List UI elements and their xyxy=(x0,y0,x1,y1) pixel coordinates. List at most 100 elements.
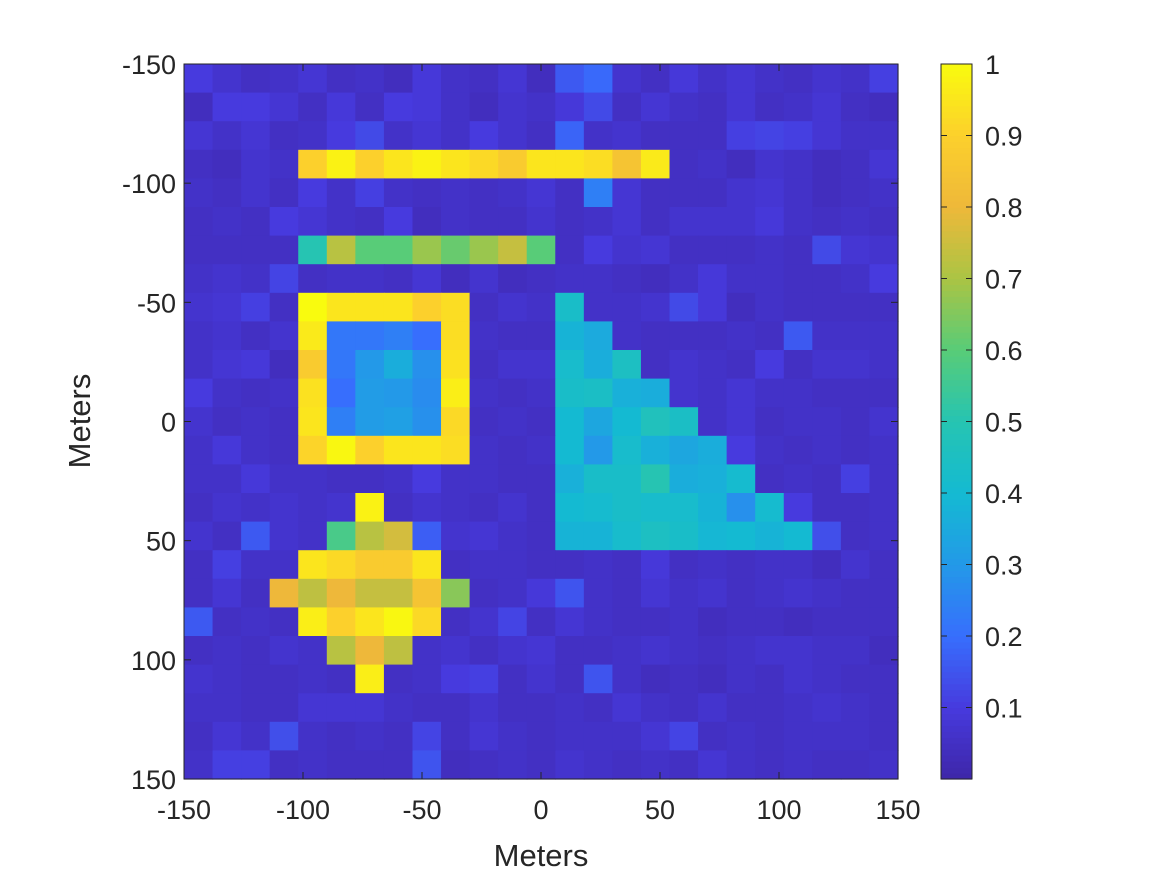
heatmap-cell xyxy=(583,92,613,122)
heatmap-cell xyxy=(840,235,871,265)
heatmap-cell xyxy=(783,292,813,322)
heatmap-cell xyxy=(812,693,842,723)
colorbar-segment xyxy=(941,594,972,601)
colorbar-segment xyxy=(941,242,972,250)
heatmap-cell xyxy=(812,321,842,351)
heatmap-cell xyxy=(469,235,499,265)
heatmap-cell xyxy=(669,321,699,351)
heatmap-cell xyxy=(726,464,756,494)
heatmap-cell xyxy=(212,64,242,94)
colorbar-tick-label: 0.9 xyxy=(985,122,1023,152)
heatmap-cell xyxy=(612,292,642,322)
heatmap-cell xyxy=(669,464,699,494)
x-tick-label: 0 xyxy=(533,795,548,825)
heatmap-cell xyxy=(184,378,214,408)
heatmap-cell xyxy=(755,693,785,723)
heatmap-cell xyxy=(469,435,499,465)
heatmap-cell xyxy=(698,607,728,637)
heatmap-cell xyxy=(241,92,271,122)
heatmap-cell xyxy=(755,264,785,294)
heatmap-cell xyxy=(498,407,528,437)
heatmap-cell xyxy=(783,721,813,751)
heatmap-cell xyxy=(498,636,528,666)
heatmap-cell xyxy=(412,464,442,494)
heatmap-cell xyxy=(298,550,328,580)
heatmap-cell xyxy=(783,235,813,265)
heatmap-cell xyxy=(383,607,414,637)
colorbar-segment xyxy=(941,588,972,595)
heatmap-cell xyxy=(526,493,556,523)
heatmap-cell xyxy=(612,750,642,780)
heatmap-cell xyxy=(698,64,728,94)
heatmap-cell xyxy=(840,493,871,523)
heatmap-cell xyxy=(212,521,242,551)
colorbar-segment xyxy=(941,75,972,83)
heatmap-cell xyxy=(498,435,528,465)
heatmap-cell xyxy=(298,292,328,322)
heatmap-cell xyxy=(555,121,585,151)
colorbar-segment xyxy=(941,165,972,172)
heatmap-cell xyxy=(669,149,699,179)
heatmap-cell xyxy=(412,664,442,694)
heatmap-cell xyxy=(840,664,871,694)
heatmap-cell xyxy=(212,149,242,179)
heatmap-cell xyxy=(698,750,728,780)
heatmap-cell xyxy=(812,378,842,408)
heatmap-cell xyxy=(669,207,699,237)
heatmap-cell xyxy=(383,435,414,465)
heatmap-cell xyxy=(526,435,556,465)
heatmap-cell xyxy=(326,464,356,494)
heatmap-cell xyxy=(640,92,671,122)
heatmap-cell xyxy=(241,264,271,294)
heatmap-cell xyxy=(469,292,499,322)
heatmap-cell xyxy=(355,149,385,179)
colorbar-segment xyxy=(941,135,972,143)
heatmap-cell xyxy=(755,435,785,465)
heatmap-cell xyxy=(783,407,813,437)
heatmap-cell xyxy=(326,636,356,666)
heatmap-cell xyxy=(184,693,214,723)
heatmap-cell xyxy=(355,121,385,151)
heatmap-cell xyxy=(669,607,699,637)
heatmap-cell xyxy=(298,521,328,551)
heatmap-cell xyxy=(698,693,728,723)
heatmap-cell xyxy=(383,521,414,551)
x-tick-label: -100 xyxy=(276,795,330,825)
colorbar-segment xyxy=(941,558,972,566)
heatmap-cell xyxy=(840,292,871,322)
heatmap-cell xyxy=(241,235,271,265)
heatmap-cell xyxy=(326,292,356,322)
heatmap-cell xyxy=(498,378,528,408)
heatmap-cell xyxy=(812,636,842,666)
heatmap-cell xyxy=(383,64,414,94)
heatmap-cell xyxy=(326,321,356,351)
heatmap-cell xyxy=(184,578,214,608)
heatmap-cell xyxy=(640,235,671,265)
y-tick-label: -100 xyxy=(122,169,176,199)
heatmap-cell xyxy=(212,693,242,723)
heatmap-cell xyxy=(326,121,356,151)
heatmap-cell xyxy=(555,321,585,351)
x-axis-ticks: -150 -100 -50 0 50 100 150 xyxy=(157,64,921,825)
heatmap-cell xyxy=(612,721,642,751)
heatmap-cell xyxy=(698,721,728,751)
heatmap-cell xyxy=(555,636,585,666)
heatmap-cell xyxy=(498,64,528,94)
heatmap-cell xyxy=(298,235,328,265)
heatmap-cell xyxy=(669,407,699,437)
heatmap-cell xyxy=(583,264,613,294)
heatmap-cell xyxy=(583,607,613,637)
heatmap-cell xyxy=(441,407,471,437)
heatmap-cell xyxy=(412,607,442,637)
heatmap-cell xyxy=(269,378,299,408)
heatmap-cell xyxy=(755,121,785,151)
heatmap-cell xyxy=(526,607,556,637)
colorbar-segment xyxy=(941,653,972,661)
heatmap-cell xyxy=(184,750,214,780)
heatmap-cell xyxy=(726,378,756,408)
heatmap-cell xyxy=(783,636,813,666)
heatmap-cell xyxy=(869,550,899,580)
colorbar-segment xyxy=(941,701,972,709)
heatmap-cell xyxy=(269,235,299,265)
heatmap-cell xyxy=(869,149,899,179)
